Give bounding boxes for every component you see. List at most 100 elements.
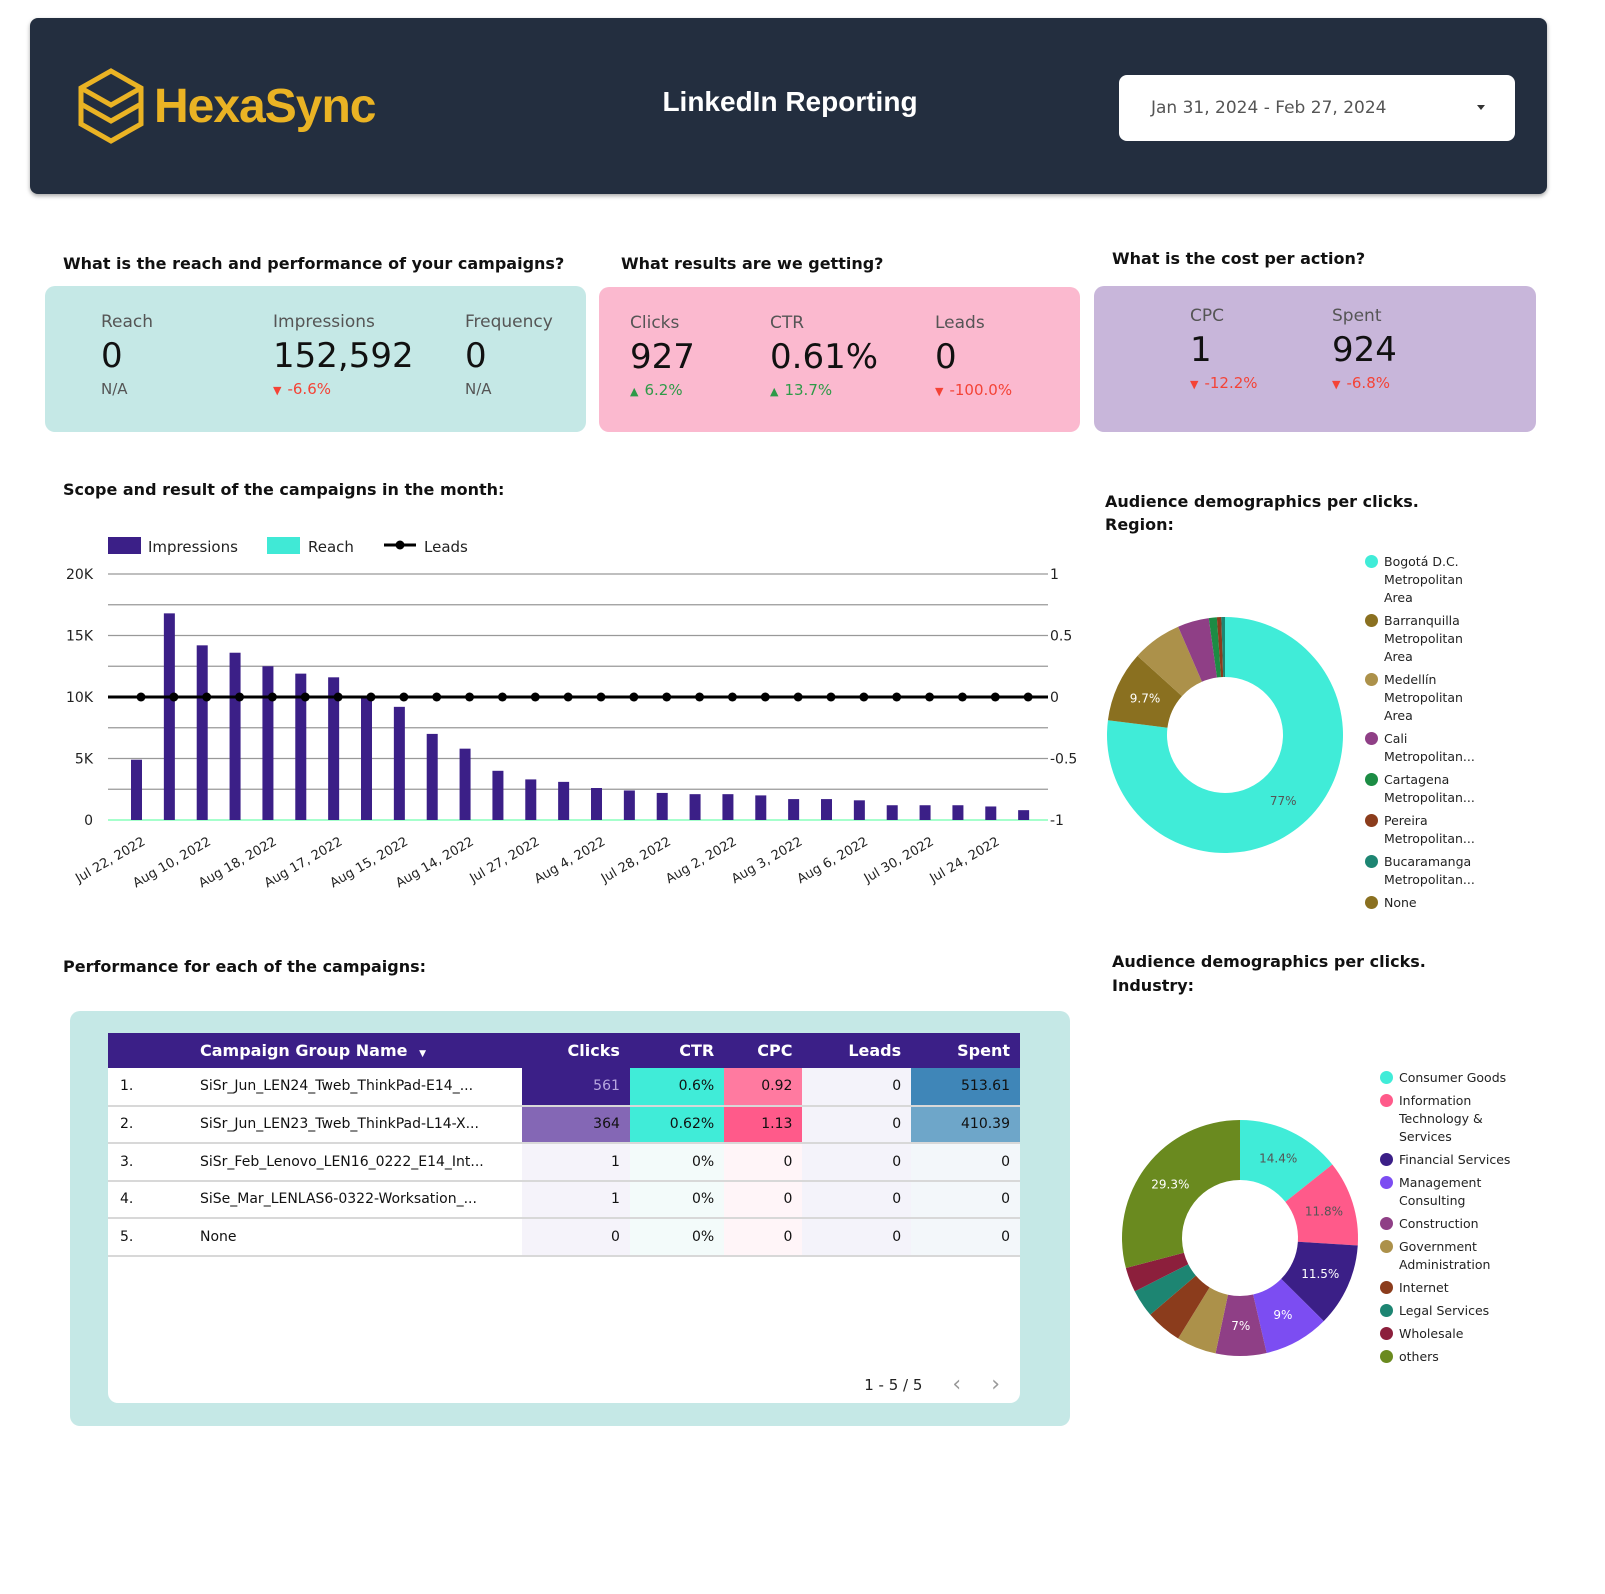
- legend-dot-icon: [1365, 814, 1378, 827]
- donut-slice: [1216, 617, 1224, 678]
- spent-cell: 513.61: [911, 1068, 1020, 1107]
- legend-label: Pereira Metropolitan...: [1384, 813, 1475, 846]
- legend-label: Legal Services: [1399, 1303, 1490, 1318]
- reach-section-title: What is the reach and performance of you…: [63, 254, 565, 273]
- row-index: 2.: [108, 1105, 200, 1144]
- leads-point: [859, 692, 869, 702]
- donut-slice: [1125, 1252, 1189, 1292]
- x-tick-label: Aug 2, 2022: [663, 834, 739, 887]
- region-donut-chart: 77% 9.7%: [1107, 617, 1343, 853]
- campaign-name: SiSe_Mar_LENLAS6-0322-Worksation_...: [200, 1180, 522, 1219]
- sort-icon[interactable]: ▼: [419, 1049, 426, 1059]
- kpi-value: 0: [465, 336, 487, 376]
- y-right-tick-label: 0.5: [1050, 629, 1072, 645]
- clicks-cell: 561: [522, 1068, 630, 1107]
- arrow-down-icon: ▼: [273, 384, 282, 397]
- bar-impressions: [1018, 810, 1030, 820]
- kpi-label: Leads: [935, 313, 985, 333]
- reach-card: Reach 0 N/A Impressions 152,592 ▼ -6.6% F…: [45, 286, 586, 432]
- legend-marker-leads: [395, 540, 405, 550]
- leads-point: [596, 692, 606, 702]
- leads-point: [957, 692, 967, 702]
- bar-impressions: [393, 706, 405, 820]
- col-spent[interactable]: Spent: [911, 1033, 1020, 1068]
- legend-dot-icon: [1380, 1304, 1393, 1317]
- campaign-name: SiSr_Jun_LEN23_Tweb_ThinkPad-L14-X...: [200, 1105, 522, 1144]
- leads-cell: 0: [802, 1143, 912, 1182]
- hexagon-logo-icon: [78, 68, 144, 144]
- campaign-name: SiSr_Feb_Lenovo_LEN16_0222_E14_Int...: [200, 1143, 522, 1182]
- kpi-label: Reach: [101, 312, 154, 332]
- bar-impressions: [985, 806, 997, 820]
- legend-label: Internet: [1399, 1280, 1449, 1295]
- legend-label: Consumer Goods: [1399, 1070, 1507, 1085]
- col-ctr[interactable]: CTR: [629, 1033, 725, 1068]
- donut-slice: [1137, 626, 1202, 697]
- performance-section-title: Performance for each of the campaigns:: [63, 957, 427, 976]
- table-row[interactable]: 5. None 0 0% 0 0 0: [108, 1218, 1020, 1257]
- donut-slice: [1122, 1120, 1240, 1269]
- campaign-table-container: Campaign Group Name ▼ Clicks CTR CPC Lea…: [108, 1033, 1020, 1403]
- legend-item: Bogotá D.C. Metropolitan Area: [1365, 553, 1495, 607]
- table-row[interactable]: 1. SiSr_Jun_LEN24_Tweb_ThinkPad-E14_... 56…: [108, 1068, 1020, 1107]
- brand-logo: HexaSync: [78, 68, 376, 144]
- legend-dot-icon: [1365, 614, 1378, 627]
- donut-slice: [1150, 1275, 1210, 1339]
- leads-point: [990, 692, 1000, 702]
- cpc-cell: 0: [724, 1180, 803, 1219]
- cpc-cell: 0: [724, 1143, 803, 1182]
- industry-legend: Consumer Goods Information Technology & S…: [1380, 1069, 1520, 1371]
- bar-impressions: [919, 805, 931, 820]
- col-campaign-name[interactable]: Campaign Group Name ▼: [200, 1033, 522, 1068]
- page-title: LinkedIn Reporting: [662, 86, 918, 117]
- date-range-picker[interactable]: Jan 31, 2024 - Feb 27, 2024: [1119, 75, 1515, 141]
- kpi-delta: ▼ -100.0%: [935, 381, 1013, 399]
- legend-label: Construction: [1399, 1216, 1479, 1231]
- x-tick-label: Aug 4, 2022: [532, 834, 608, 887]
- bar-impressions: [492, 770, 504, 820]
- legend-label: Medellín Metropolitan Area: [1384, 672, 1463, 723]
- row-index: 5.: [108, 1218, 200, 1257]
- legend-item: Cali Metropolitan...: [1365, 730, 1495, 766]
- legend-item: Government Administration: [1380, 1238, 1520, 1274]
- bar-impressions: [361, 695, 372, 820]
- bar-impressions: [722, 794, 734, 820]
- leads-point: [793, 692, 803, 702]
- legend-label: None: [1384, 895, 1417, 910]
- kpi-ctr: CTR 0.61% ▲ 13.7%: [770, 313, 878, 399]
- legend-label: Bogotá D.C. Metropolitan Area: [1384, 554, 1463, 605]
- col-clicks[interactable]: Clicks: [522, 1033, 630, 1068]
- leads-point: [399, 692, 409, 702]
- legend-label: Cartagena Metropolitan...: [1384, 772, 1475, 805]
- legend-item: Construction: [1380, 1215, 1520, 1233]
- leads-point: [727, 692, 737, 702]
- legend-label: others: [1399, 1349, 1439, 1364]
- cpc-cell: 0: [724, 1218, 803, 1257]
- chevron-left-icon[interactable]: ‹: [952, 1372, 962, 1397]
- leads-cell: 0: [802, 1068, 912, 1107]
- ctr-cell: 0%: [629, 1180, 725, 1219]
- kpi-delta: N/A: [101, 380, 128, 398]
- col-cpc[interactable]: CPC: [724, 1033, 803, 1068]
- leads-point: [925, 692, 935, 702]
- campaign-bar-chart: Impressions Reach Leads 0 5K 10K 15K 20K -1 -0.5 0…: [66, 537, 1077, 891]
- cpc-cell: 0.92: [724, 1068, 803, 1107]
- table-row[interactable]: 2. SiSr_Jun_LEN23_Tweb_ThinkPad-L14-X... 3…: [108, 1105, 1020, 1144]
- donut-slice: [1134, 1264, 1196, 1315]
- x-tick-label: Jul 24, 2022: [927, 834, 1003, 886]
- col-leads[interactable]: Leads: [802, 1033, 912, 1068]
- kpi-delta: ▼ -12.2%: [1190, 374, 1258, 392]
- chevron-down-icon: [1477, 105, 1485, 110]
- leads-point: [563, 692, 573, 702]
- kpi-label: Spent: [1332, 306, 1382, 326]
- legend-label-reach: Reach: [308, 538, 354, 556]
- table-row[interactable]: 4. SiSe_Mar_LENLAS6-0322-Worksation_... 1 0…: [108, 1180, 1020, 1219]
- leads-point: [1023, 692, 1033, 702]
- ctr-cell: 0.62%: [629, 1105, 725, 1144]
- legend-dot-icon: [1380, 1327, 1393, 1340]
- chevron-right-icon[interactable]: ›: [991, 1372, 1000, 1397]
- leads-point: [366, 692, 376, 702]
- bar-impressions: [196, 645, 208, 820]
- leads-point: [465, 692, 475, 702]
- table-row[interactable]: 3. SiSr_Feb_Lenovo_LEN16_0222_E14_Int... 1…: [108, 1143, 1020, 1182]
